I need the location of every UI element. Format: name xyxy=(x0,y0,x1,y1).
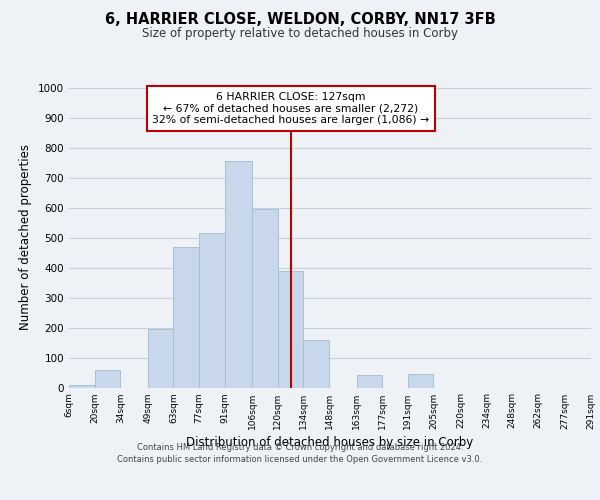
Bar xyxy=(224,161,252,388)
Bar xyxy=(69,384,95,388)
X-axis label: Distribution of detached houses by size in Corby: Distribution of detached houses by size … xyxy=(187,436,473,448)
Bar xyxy=(252,209,278,388)
Text: Contains public sector information licensed under the Open Government Licence v3: Contains public sector information licen… xyxy=(118,455,482,464)
Bar xyxy=(148,329,173,388)
Bar xyxy=(173,246,199,388)
Text: 6 HARRIER CLOSE: 127sqm
← 67% of detached houses are smaller (2,272)
32% of semi: 6 HARRIER CLOSE: 127sqm ← 67% of detache… xyxy=(152,92,429,125)
Bar xyxy=(278,270,304,388)
Bar xyxy=(356,375,382,388)
Text: 6, HARRIER CLOSE, WELDON, CORBY, NN17 3FB: 6, HARRIER CLOSE, WELDON, CORBY, NN17 3F… xyxy=(104,12,496,28)
Bar xyxy=(304,340,329,388)
Text: Size of property relative to detached houses in Corby: Size of property relative to detached ho… xyxy=(142,28,458,40)
Bar xyxy=(408,374,433,388)
Y-axis label: Number of detached properties: Number of detached properties xyxy=(19,144,32,330)
Text: Contains HM Land Registry data © Crown copyright and database right 2024.: Contains HM Land Registry data © Crown c… xyxy=(137,442,463,452)
Bar xyxy=(199,233,224,388)
Bar xyxy=(95,370,120,388)
